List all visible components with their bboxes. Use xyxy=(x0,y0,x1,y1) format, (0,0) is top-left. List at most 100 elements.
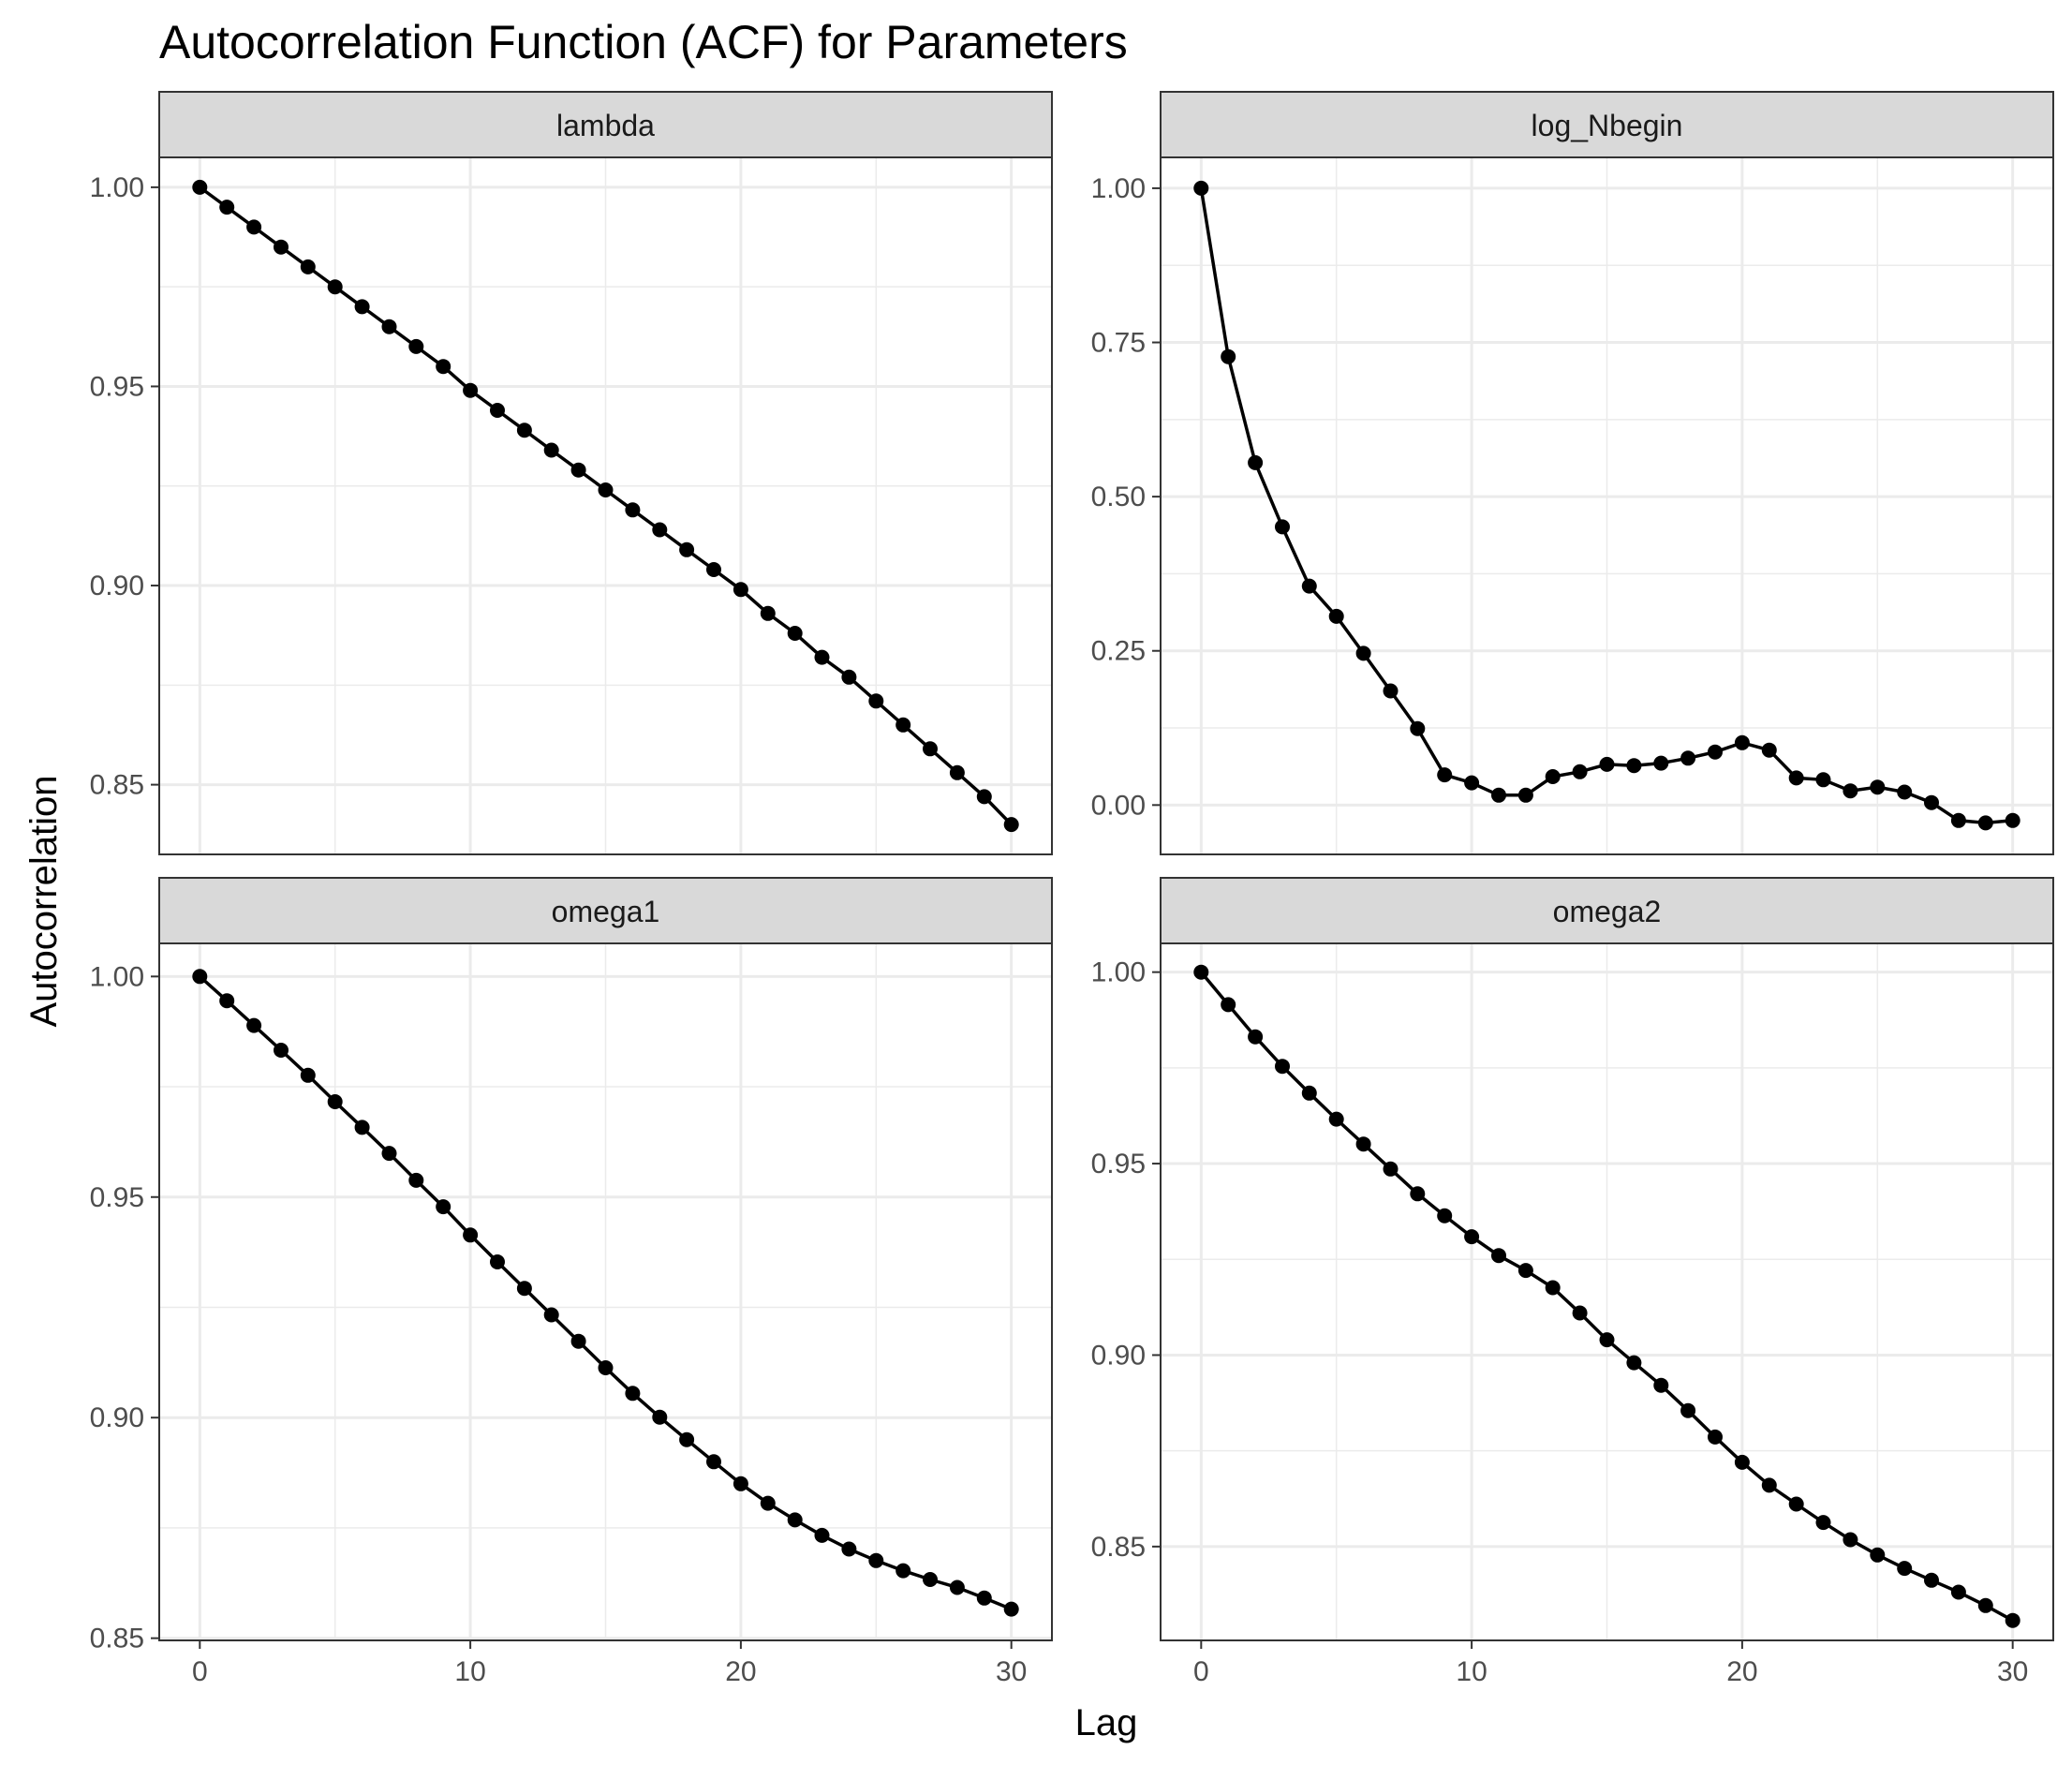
data-point xyxy=(1924,794,1939,810)
data-point xyxy=(1545,1280,1561,1296)
data-point xyxy=(1301,578,1317,594)
data-point xyxy=(1761,742,1777,758)
data-point xyxy=(1410,1186,1426,1202)
data-point xyxy=(868,1552,884,1568)
data-point xyxy=(760,1495,776,1511)
data-point xyxy=(1870,779,1886,795)
y-tick-label: 0.50 xyxy=(1091,482,1146,512)
data-point xyxy=(760,605,776,621)
data-point xyxy=(1491,787,1506,803)
y-tick-label: 0.90 xyxy=(90,571,144,601)
data-point xyxy=(1897,784,1913,800)
data-point xyxy=(1708,1429,1723,1445)
data-point xyxy=(1653,755,1669,771)
data-point xyxy=(1517,787,1533,803)
panel-log_Nbegin: log_Nbegin 0.00 0.25 0.50 0.75 1.00 xyxy=(1091,91,2054,855)
data-point xyxy=(463,1227,479,1243)
data-point xyxy=(192,179,208,195)
data-point xyxy=(679,1431,695,1447)
data-point xyxy=(1680,750,1696,766)
data-point xyxy=(436,359,451,375)
data-point xyxy=(1924,1572,1939,1588)
data-point xyxy=(923,741,938,757)
data-point xyxy=(814,649,830,665)
data-point xyxy=(1301,1085,1317,1101)
data-point xyxy=(327,279,343,295)
data-point xyxy=(1897,1561,1913,1577)
data-point xyxy=(1545,769,1561,784)
data-point xyxy=(1815,772,1831,788)
data-point xyxy=(868,693,884,709)
chart-title: Autocorrelation Function (ACF) for Param… xyxy=(159,16,1128,68)
data-point xyxy=(949,764,965,780)
data-point xyxy=(516,423,532,438)
facet-strip-label: omega1 xyxy=(552,895,660,928)
data-point xyxy=(570,1333,586,1349)
data-point xyxy=(1275,519,1290,535)
x-tick-label: 0 xyxy=(192,1656,208,1687)
data-point xyxy=(1328,1111,1344,1127)
y-tick-label: 0.95 xyxy=(90,1182,144,1213)
data-point xyxy=(490,1254,505,1269)
data-point xyxy=(570,462,586,478)
data-point xyxy=(1815,1515,1831,1531)
data-point xyxy=(1599,756,1615,772)
data-point xyxy=(1437,1208,1453,1224)
data-point xyxy=(2005,1612,2020,1628)
data-point xyxy=(733,1476,748,1491)
panel-omega1: omega1 0.85 0.90 0.95 1.00 0 10 20 30 xyxy=(90,877,1053,1687)
data-point xyxy=(733,582,748,598)
y-tick-label: 0.00 xyxy=(1091,790,1146,821)
data-point xyxy=(976,789,992,805)
x-tick-label: 10 xyxy=(1456,1656,1487,1687)
x-axis-title: Lag xyxy=(1075,1702,1138,1743)
data-point xyxy=(895,1563,911,1579)
data-point xyxy=(274,239,289,255)
data-point xyxy=(895,717,911,733)
data-point xyxy=(300,1067,316,1083)
data-point xyxy=(354,299,370,315)
data-point xyxy=(1003,1601,1019,1617)
data-point xyxy=(1653,1377,1669,1393)
panel-lambda: lambda 0.85 0.90 0.95 1.00 xyxy=(90,91,1053,855)
data-point xyxy=(1788,1496,1804,1512)
data-point xyxy=(490,403,505,418)
data-point xyxy=(1355,1136,1371,1152)
data-point xyxy=(1221,997,1236,1013)
data-point xyxy=(949,1580,965,1595)
data-point xyxy=(787,626,803,641)
data-point xyxy=(543,1307,559,1323)
y-tick-label: 0.95 xyxy=(90,371,144,402)
data-point xyxy=(1464,775,1480,791)
data-point xyxy=(1328,608,1344,624)
y-tick-label: 0.75 xyxy=(1091,328,1146,359)
y-tick-label: 0.25 xyxy=(1091,636,1146,667)
facet-strip xyxy=(158,91,1053,158)
x-tick-label: 30 xyxy=(1997,1656,2028,1687)
data-point xyxy=(2005,812,2020,828)
y-tick-label: 0.90 xyxy=(90,1402,144,1433)
data-point xyxy=(1193,964,1209,980)
data-point xyxy=(463,382,479,398)
facet-strip xyxy=(1160,877,2054,944)
y-tick-label: 0.85 xyxy=(1091,1532,1146,1563)
data-point xyxy=(1491,1248,1506,1264)
x-tick-label: 10 xyxy=(454,1656,485,1687)
data-point xyxy=(1410,720,1426,736)
data-point xyxy=(787,1512,803,1528)
data-point xyxy=(1517,1263,1533,1279)
data-point xyxy=(1626,758,1642,774)
data-point xyxy=(1599,1332,1615,1348)
data-point xyxy=(652,522,668,538)
y-tick-label: 1.00 xyxy=(1091,173,1146,204)
data-point xyxy=(841,669,857,685)
data-point xyxy=(1221,349,1236,364)
data-point xyxy=(381,319,397,334)
data-point xyxy=(976,1590,992,1606)
data-point xyxy=(543,442,559,458)
facet-strip-label: omega2 xyxy=(1553,895,1662,928)
data-point xyxy=(1248,454,1264,470)
data-point xyxy=(1843,1532,1858,1548)
facet-strip-label: lambda xyxy=(556,109,655,142)
